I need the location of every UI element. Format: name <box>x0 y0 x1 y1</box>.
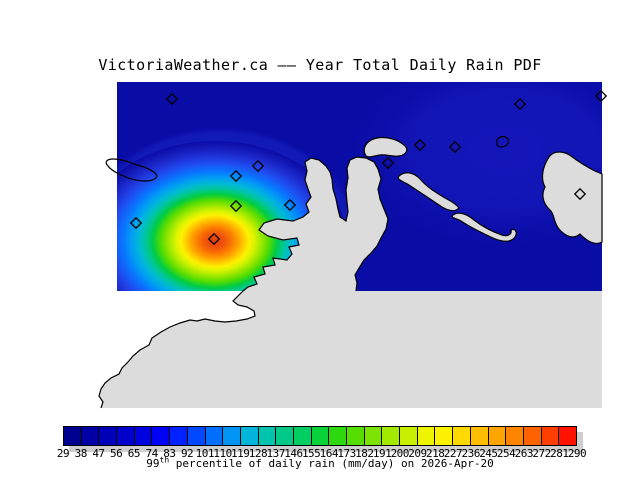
colorbar-tick-label: 245 <box>479 447 498 460</box>
caption-superscript: th <box>159 455 170 465</box>
colorbar-tick-label: 290 <box>567 447 587 460</box>
page-title: VictoriaWeather.ca —— Year Total Daily R… <box>98 56 542 74</box>
colorbar-tick-label: 65 <box>127 447 141 460</box>
island-right <box>541 151 603 245</box>
colorbar-tick-label: 182 <box>355 447 374 460</box>
colorbar-block <box>453 427 470 445</box>
colorbar-block <box>205 427 223 445</box>
colorbar-block <box>329 427 346 445</box>
colorbar-block <box>311 427 329 445</box>
island-chain-b <box>451 212 517 242</box>
station-diamond-icon <box>165 92 179 106</box>
colorbar-block <box>541 427 559 445</box>
colorbar-block <box>523 427 541 445</box>
station-diamond-icon <box>381 156 395 170</box>
colorbar-tick-labels: 29 38 47 56 65 74 83 92 101 110 119 128 137 146 155 164… <box>0 447 640 460</box>
colorbar-block <box>187 427 205 445</box>
colorbar-tick-label: 74 <box>145 447 158 460</box>
colorbar-block <box>240 427 258 445</box>
colorbar-tick-label: 146 <box>284 447 303 460</box>
colorbar-tick-label: 173 <box>337 447 356 460</box>
station-diamond-icon <box>207 232 221 246</box>
colorbar-tick-label: 101 <box>195 447 215 460</box>
colorbar-tick-label: 272 <box>532 447 551 460</box>
colorbar-block <box>400 427 417 445</box>
station-diamond-icon <box>413 138 427 152</box>
islet-contour-west <box>105 158 158 182</box>
colorbar-block <box>81 427 99 445</box>
colorbar-tick-label: 227 <box>443 447 463 460</box>
colorbar-tick-label: 218 <box>426 447 445 460</box>
colorbar-tick-label: 128 <box>248 447 268 460</box>
colorbar-block <box>276 427 293 445</box>
colorbar-tick-label: 200 <box>390 447 410 460</box>
colorbar-tick-label: 92 <box>180 447 194 460</box>
mainland-fill <box>99 157 602 408</box>
colorbar-block <box>117 427 134 445</box>
colorbar-block <box>99 427 117 445</box>
colorbar-block <box>258 427 276 445</box>
colorbar-caption: 99th percentile of daily rain (mm/day) o… <box>146 455 494 470</box>
colorbar-tick-label: 281 <box>550 447 569 460</box>
colorbar-tick-label: 254 <box>496 447 516 460</box>
colorbar-tick-label: 47 <box>92 447 105 460</box>
station-diamond-icon <box>229 199 243 213</box>
colorbar-block <box>488 427 506 445</box>
colorbar-tick-label: 263 <box>514 447 534 460</box>
colorbar-block <box>470 427 488 445</box>
colorbar-block <box>559 427 576 445</box>
station-diamond-icon <box>283 198 297 212</box>
colorbar-block <box>64 427 81 445</box>
station-diamond-icon <box>229 169 243 183</box>
colorbar-block <box>293 427 311 445</box>
colorbar-block <box>382 427 400 445</box>
station-diamond-icon <box>251 159 265 173</box>
station-markers <box>129 89 608 246</box>
islet-contour-small <box>496 135 510 148</box>
colorbar-block <box>152 427 170 445</box>
colorbar-tick-label: 56 <box>110 447 123 460</box>
colorbar <box>63 426 577 446</box>
station-diamond-icon <box>129 216 143 230</box>
colorbar-tick-label: 236 <box>461 447 480 460</box>
colorbar-tick-label: 83 <box>163 447 176 460</box>
station-diamond-icon <box>448 140 462 154</box>
station-diamond-icon <box>513 97 527 111</box>
colorbar-block <box>134 427 152 445</box>
colorbar-block <box>170 427 187 445</box>
colorbar-block <box>417 427 435 445</box>
colorbar-tick-label: 137 <box>266 447 286 460</box>
colorbar-tick-label: 191 <box>372 447 392 460</box>
station-diamond-icon <box>573 187 587 201</box>
colorbar-block <box>347 427 364 445</box>
colorbar-tick-label: 164 <box>319 447 339 460</box>
coastline <box>98 156 389 409</box>
station-diamond-icon <box>594 89 608 103</box>
island-saltspring <box>363 136 408 158</box>
land-masses <box>99 136 603 408</box>
colorbar-tick-label: 110 <box>213 447 232 460</box>
colorbar-block <box>435 427 453 445</box>
colorbar-block <box>506 427 523 445</box>
colorbar-tick-label: 209 <box>408 447 427 460</box>
colorbar-block <box>364 427 382 445</box>
island-chain-a <box>397 172 460 212</box>
colorbar-tick-label: 155 <box>301 447 321 460</box>
colorbar-tick-label: 119 <box>231 447 250 460</box>
colorbar-tick-label: 29 <box>56 447 70 460</box>
colorbar-tick-label: 38 <box>74 447 88 460</box>
colorbar-block <box>223 427 240 445</box>
